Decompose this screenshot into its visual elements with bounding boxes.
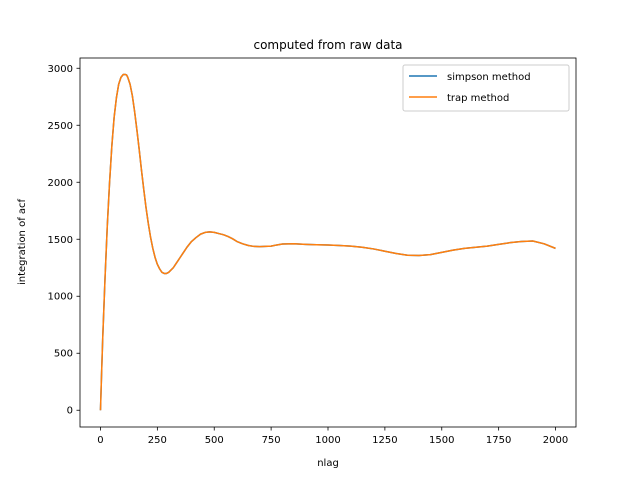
legend-label-simpson-method: simpson method [447,72,531,83]
y-tick-label: 1000 [48,292,73,303]
y-axis-label: integration of acf [17,198,28,285]
y-tick-label: 0 [67,406,73,417]
legend-label-trap-method: trap method [447,93,509,104]
y-tick-label: 2500 [48,121,73,132]
y-tick-label: 500 [54,349,73,360]
legend-box [402,64,570,112]
y-axis-ticks: 0 500 1000 1500 2000 2500 3000 [48,64,80,417]
legend: simpson method trap method [402,64,570,112]
x-tick-label: 750 [262,435,281,446]
x-tick-label: 1000 [315,435,340,446]
x-tick-label: 0 [97,435,103,446]
x-tick-label: 500 [205,435,224,446]
plot-frame [79,57,577,428]
series-line-trap-method [99,73,556,411]
series-layer [99,73,556,411]
y-tick-label: 2000 [48,178,73,189]
plot-area [80,58,576,427]
x-axis-ticks: 0 250 500 750 1000 1250 1500 1750 2000 [97,427,568,446]
x-tick-label: 1250 [372,435,397,446]
x-tick-label: 2000 [543,435,568,446]
y-tick-label: 1500 [48,235,73,246]
x-tick-label: 1500 [429,435,454,446]
chart-title: computed from raw data [253,38,402,52]
x-axis-label: nlag [317,458,339,469]
y-tick-label: 3000 [48,64,73,75]
x-tick-label: 1750 [486,435,511,446]
x-tick-label: 250 [148,435,167,446]
